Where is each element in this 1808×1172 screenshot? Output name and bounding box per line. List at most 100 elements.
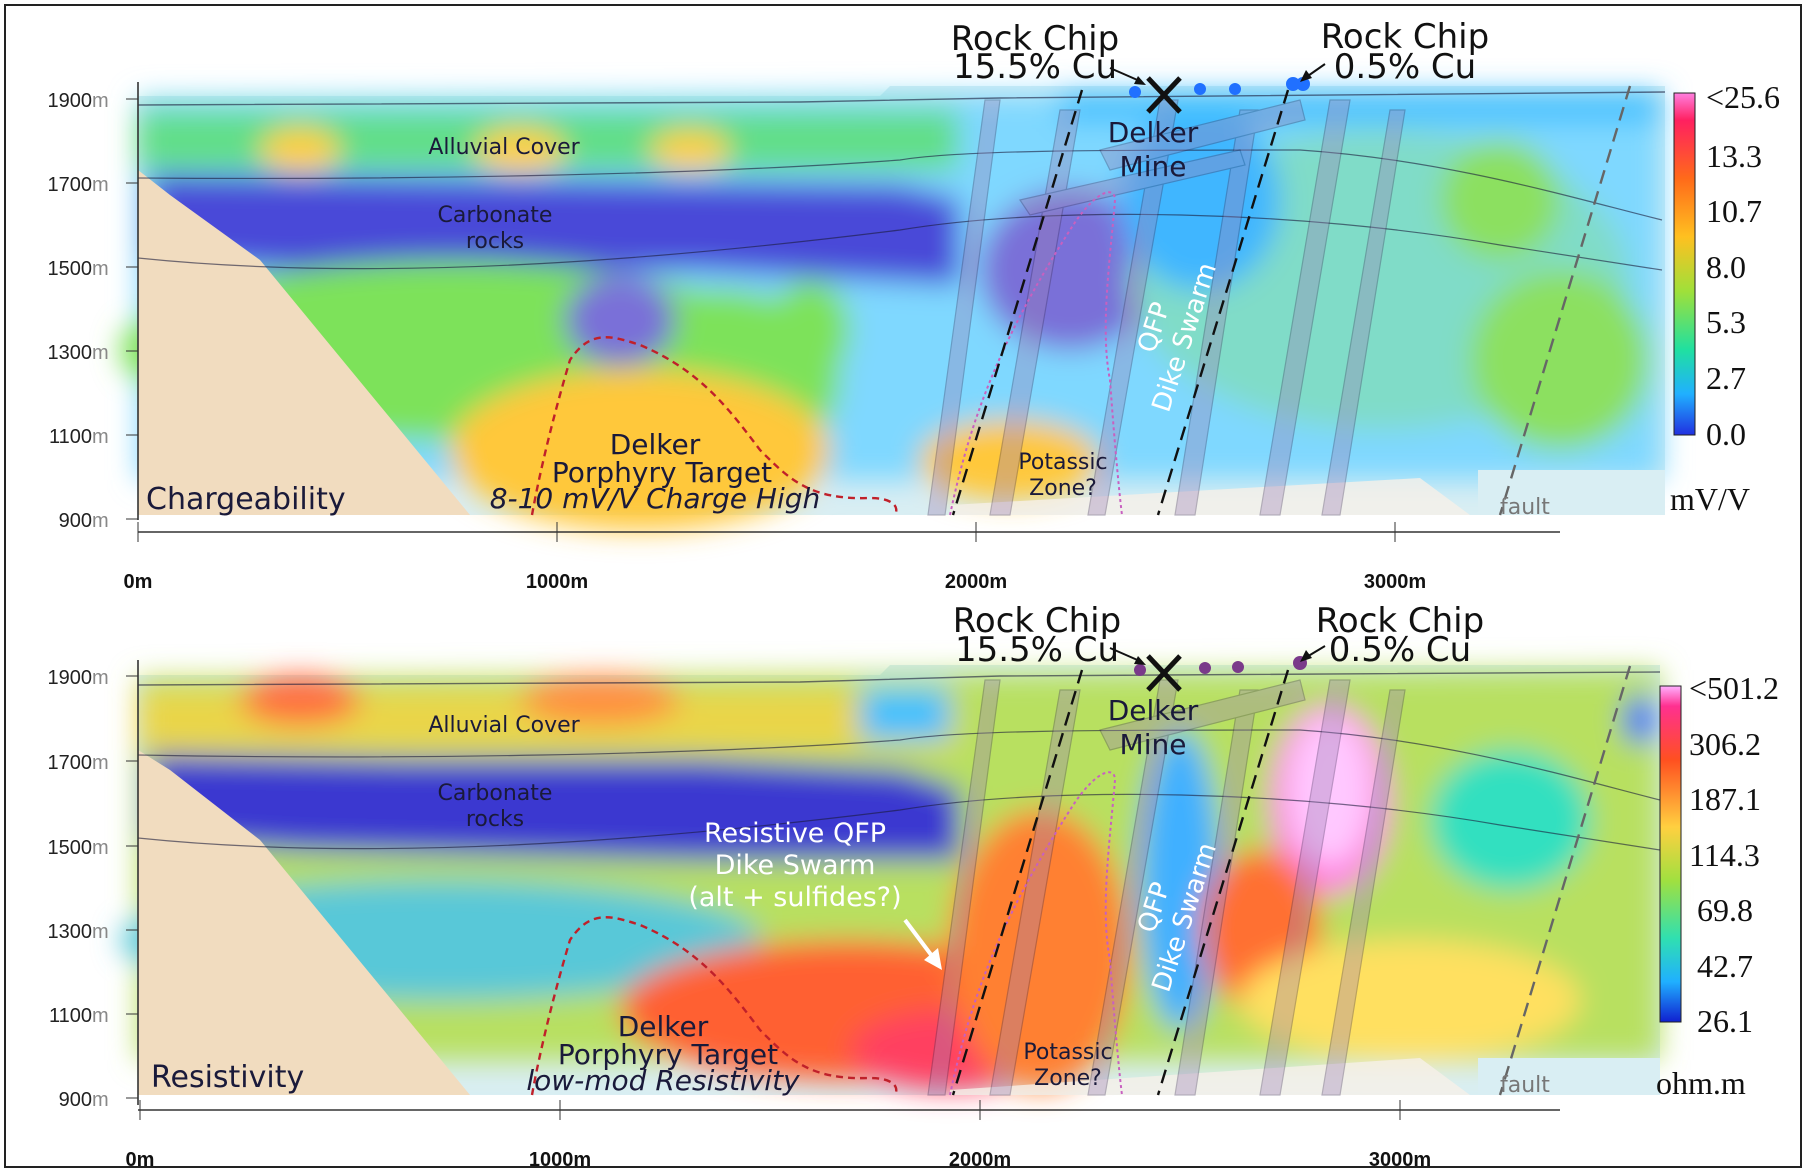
rockchip-b-label-1: Rock Chip: [1321, 17, 1489, 57]
svg-text:m: m: [92, 174, 109, 196]
rockchip-b-label-2: 0.5% Cu: [1334, 47, 1476, 87]
svg-text:10.7: 10.7: [1706, 193, 1762, 229]
y-axis-ticks: 1900 m 1700 m 1500 m 1300 m 1100 m 900 m: [48, 667, 138, 1111]
svg-text:m: m: [92, 1089, 109, 1111]
svg-text:1500: 1500: [48, 837, 93, 859]
svg-text:Porphyry Target: Porphyry Target: [558, 1038, 778, 1071]
svg-text:(alt + sulfides?): (alt + sulfides?): [688, 882, 901, 913]
svg-text:fault: fault: [1500, 1073, 1550, 1098]
target-outline: [530, 916, 898, 1096]
svg-text:187.1: 187.1: [1689, 781, 1761, 817]
svg-text:900: 900: [59, 510, 92, 532]
svg-text:13.3: 13.3: [1706, 138, 1762, 174]
resistive-anomaly-label: Resistive QFP Dike Swarm (alt + sulfides…: [688, 818, 901, 913]
host-rock-left: [138, 170, 470, 515]
svg-text:0m: 0m: [124, 571, 153, 593]
panel-label: Resistivity: [151, 1060, 304, 1095]
svg-text:m: m: [92, 426, 109, 448]
panel-label: Chargeability: [146, 482, 346, 517]
svg-text:42.7: 42.7: [1697, 948, 1753, 984]
svg-text:rocks: rocks: [466, 807, 524, 832]
svg-text:2000m: 2000m: [945, 571, 1007, 593]
svg-text:1500: 1500: [48, 258, 93, 280]
svg-text:3000m: 3000m: [1369, 1149, 1431, 1171]
svg-text:Alluvial Cover: Alluvial Cover: [428, 713, 580, 738]
colorbar: [1659, 685, 1682, 1023]
potassic-label-2: Zone?: [1029, 476, 1097, 501]
potassic-label-1: Potassic: [1018, 450, 1107, 475]
svg-text:0.5% Cu: 0.5% Cu: [1329, 630, 1471, 670]
svg-text:Carbonate: Carbonate: [438, 781, 553, 806]
svg-text:69.8: 69.8: [1697, 892, 1753, 928]
svg-text:Delker: Delker: [618, 1010, 709, 1043]
svg-text:5.3: 5.3: [1706, 304, 1746, 340]
mine-symbol-icon: [1146, 76, 1182, 114]
rockchip-a-label-1: Rock Chip: [951, 19, 1119, 59]
unit-label: mV/V: [1670, 481, 1750, 517]
svg-text:<501.2: <501.2: [1689, 670, 1779, 706]
potassic-zone-outline: [949, 191, 1123, 516]
svg-text:0.0: 0.0: [1706, 416, 1746, 452]
svg-text:Resistive QFP: Resistive QFP: [704, 818, 886, 849]
svg-text:1100: 1100: [49, 1005, 92, 1027]
svg-text:0m: 0m: [126, 1149, 155, 1171]
svg-text:26.1: 26.1: [1697, 1003, 1753, 1039]
white-arrow-icon: [903, 918, 937, 962]
svg-text:Rock Chip: Rock Chip: [953, 601, 1121, 641]
svg-text:m: m: [92, 921, 109, 943]
colorbar: [1673, 92, 1696, 436]
svg-text:Potassic: Potassic: [1023, 1040, 1112, 1065]
svg-text:3000m: 3000m: [1364, 571, 1426, 593]
svg-text:m: m: [92, 510, 109, 532]
svg-text:Zone?: Zone?: [1034, 1066, 1102, 1091]
colorbar-labels: <25.6 13.3 10.7 8.0 5.3 2.7 0.0: [1706, 79, 1780, 452]
alluvial-label: Alluvial Cover: [428, 135, 580, 160]
svg-text:1300: 1300: [48, 921, 93, 943]
svg-text:15.5% Cu: 15.5% Cu: [955, 630, 1119, 670]
svg-text:1000m: 1000m: [529, 1149, 591, 1171]
delker-mine-label-2: Mine: [1120, 150, 1187, 183]
y-axis-ticks: 1900 m 1700 m 1500 m 1300 m 1100 m 900 m: [48, 90, 138, 532]
svg-text:114.3: 114.3: [1689, 837, 1760, 873]
mine-symbol-icon: [1146, 654, 1182, 692]
target-note: 8-10 mV/V Charge High: [490, 482, 821, 515]
pale-right: [1478, 470, 1665, 515]
svg-text:Dike Swarm: Dike Swarm: [715, 850, 876, 881]
fault-label: fault: [1500, 495, 1550, 520]
svg-text:8.0: 8.0: [1706, 249, 1746, 285]
colorbar-labels: <501.2 306.2 187.1 114.3 69.8 42.7 26.1: [1689, 670, 1779, 1039]
svg-text:m: m: [92, 342, 109, 364]
target-label-1: Delker: [610, 428, 701, 461]
svg-text:<25.6: <25.6: [1706, 79, 1780, 115]
svg-text:2.7: 2.7: [1706, 360, 1746, 396]
unit-label: ohm.m: [1656, 1065, 1746, 1101]
svg-text:1000m: 1000m: [526, 571, 588, 593]
svg-text:900: 900: [59, 1089, 92, 1111]
svg-text:1900: 1900: [48, 90, 93, 112]
target-note: low-mod Resistivity: [526, 1064, 800, 1097]
svg-text:m: m: [92, 752, 109, 774]
chargeability-panel: Alluvial Cover Carbonate rocks Delker Mi…: [48, 17, 1781, 593]
svg-text:m: m: [92, 667, 109, 689]
x-axis-ticks: 0m 1000m 2000m 3000m: [124, 522, 1426, 593]
dike-swarm-overlay: [927, 99, 1406, 516]
svg-text:Rock Chip: Rock Chip: [1316, 601, 1484, 641]
svg-text:m: m: [92, 90, 109, 112]
svg-text:m: m: [92, 837, 109, 859]
carbonate-label-2: rocks: [466, 229, 524, 254]
delker-mine-label-1: Delker: [1108, 116, 1199, 149]
svg-text:306.2: 306.2: [1689, 726, 1761, 762]
chargeability-colormap: [120, 92, 1662, 530]
svg-text:1300: 1300: [48, 342, 93, 364]
svg-text:1900: 1900: [48, 667, 93, 689]
svg-text:1700: 1700: [48, 174, 93, 196]
svg-text:1100: 1100: [49, 426, 92, 448]
resistivity-panel: Alluvial Cover Carbonate rocks Delker Mi…: [48, 601, 1780, 1171]
svg-text:m: m: [92, 258, 109, 280]
svg-text:2000m: 2000m: [949, 1149, 1011, 1171]
x-axis-ticks: 0m 1000m 2000m 3000m: [126, 1100, 1431, 1171]
rockchip-a-label-2: 15.5% Cu: [953, 47, 1117, 87]
svg-text:Mine: Mine: [1120, 728, 1187, 761]
target-outline: [530, 336, 898, 516]
